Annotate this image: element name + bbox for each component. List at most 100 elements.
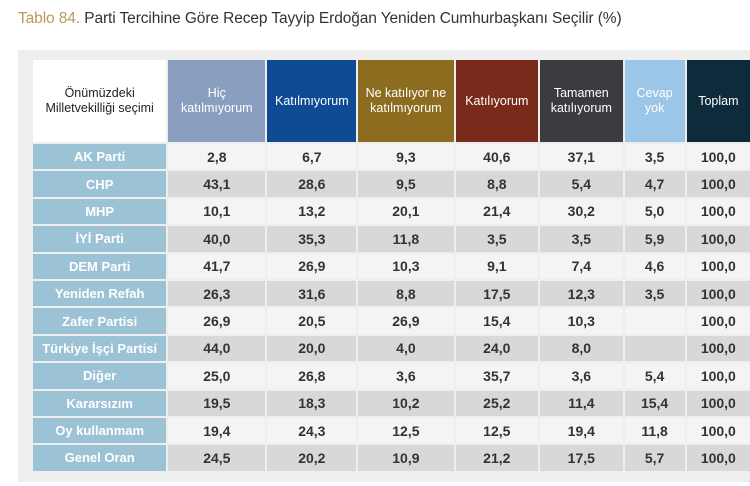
table-cell: 100,0 (686, 390, 750, 416)
table-cell: 7,4 (540, 253, 623, 279)
table-row: MHP 10,1 13,2 20,1 21,4 30,2 5,0 100,0 (33, 198, 750, 225)
table-row: CHP 43,1 28,6 9,5 8,8 5,4 4,7 100,0 (33, 171, 750, 197)
table-cell: 28,6 (267, 171, 357, 197)
table-cell: 9,5 (358, 171, 454, 197)
table-cell: 21,4 (455, 198, 539, 225)
table-cell: 26,8 (267, 363, 357, 389)
table-cell: 6,7 (267, 144, 357, 170)
table-cell: 12,5 (358, 417, 454, 444)
table-cell: 5,4 (540, 171, 623, 197)
table-cell: 12,3 (540, 280, 623, 307)
row-label: MHP (33, 198, 167, 225)
table-row: DEM Parti 41,7 26,9 10,3 9,1 7,4 4,6 100,0 (33, 253, 750, 279)
table-cell: 5,7 (624, 445, 685, 471)
table-cell: 12,5 (455, 417, 539, 444)
table-cell: 100,0 (686, 417, 750, 444)
table-cell: 4,0 (358, 335, 454, 362)
table-cell: 100,0 (686, 171, 750, 197)
table-body: AK Parti 2,8 6,7 9,3 40,6 37,1 3,5 100,0 CHP 43,1… (33, 144, 750, 471)
table-row: AK Parti 2,8 6,7 9,3 40,6 37,1 3,5 100,0 (33, 144, 750, 170)
row-label: Kararsızım (33, 390, 167, 416)
table-cell: 21,2 (455, 445, 539, 471)
table-cell: 25,0 (168, 363, 266, 389)
table-cell: 3,5 (624, 280, 685, 307)
row-label: Türkiye İşçi Partisi (33, 335, 167, 362)
column-header: Tamamen katılıyorum (540, 60, 623, 142)
table-cell: 35,7 (455, 363, 539, 389)
column-header: Katılmıyorum (267, 60, 357, 142)
header-row: Önümüzdeki Milletvekilliği seçimi Hiç ka… (33, 60, 750, 142)
table-row: Genel Oran 24,5 20,2 10,9 21,2 17,5 5,7 100,0 (33, 445, 750, 471)
table-cell: 24,3 (267, 417, 357, 444)
table-cell: 4,6 (624, 253, 685, 279)
table-cell: 100,0 (686, 253, 750, 279)
table-cell: 24,5 (168, 445, 266, 471)
table-cell: 15,4 (624, 390, 685, 416)
table-cell: 5,9 (624, 226, 685, 252)
table-cell: 19,5 (168, 390, 266, 416)
table-row: Türkiye İşçi Partisi 44,0 20,0 4,0 24,0 8,0 10… (33, 335, 750, 362)
table-title: Tablo 84. Parti Tercihine Göre Recep Tay… (18, 10, 622, 28)
table-cell: 35,3 (267, 226, 357, 252)
table-cell: 24,0 (455, 335, 539, 362)
table-cell: 100,0 (686, 335, 750, 362)
table-cell: 100,0 (686, 226, 750, 252)
table-cell: 43,1 (168, 171, 266, 197)
row-label: DEM Parti (33, 253, 167, 279)
table-cell: 5,4 (624, 363, 685, 389)
table-cell: 41,7 (168, 253, 266, 279)
table-cell: 30,2 (540, 198, 623, 225)
table-cell: 9,3 (358, 144, 454, 170)
row-label: İYİ Parti (33, 226, 167, 252)
table-cell: 17,5 (540, 445, 623, 471)
table-cell: 8,8 (455, 171, 539, 197)
table-caption: Parti Tercihine Göre Recep Tayyip Erdoğa… (80, 10, 622, 27)
table-cell: 100,0 (686, 308, 750, 334)
table-cell: 26,3 (168, 280, 266, 307)
table-cell: 5,0 (624, 198, 685, 225)
table-cell: 2,8 (168, 144, 266, 170)
table-cell: 44,0 (168, 335, 266, 362)
table-cell: 25,2 (455, 390, 539, 416)
table-cell: 8,0 (540, 335, 623, 362)
table-cell: 10,3 (358, 253, 454, 279)
table-cell: 20,1 (358, 198, 454, 225)
table-cell: 11,8 (358, 226, 454, 252)
column-header: Cevap yok (624, 60, 685, 142)
column-header: Katılıyorum (455, 60, 539, 142)
table-cell: 20,0 (267, 335, 357, 362)
table-cell: 40,0 (168, 226, 266, 252)
row-label: Oy kullanmam (33, 417, 167, 444)
table-cell: 13,2 (267, 198, 357, 225)
table-cell: 20,2 (267, 445, 357, 471)
corner-header: Önümüzdeki Milletvekilliği seçimi (33, 60, 167, 142)
table-row: Yeniden Refah 26,3 31,6 8,8 17,5 12,3 3,5 100,0 (33, 280, 750, 307)
table-cell: 31,6 (267, 280, 357, 307)
row-label: CHP (33, 171, 167, 197)
row-label: Diğer (33, 363, 167, 389)
table-cell: 20,5 (267, 308, 357, 334)
table-row: Kararsızım 19,5 18,3 10,2 25,2 11,4 15,4 100,0 (33, 390, 750, 416)
table-cell: 100,0 (686, 144, 750, 170)
row-label: Zafer Partisi (33, 308, 167, 334)
table-cell: 100,0 (686, 445, 750, 471)
table-cell: 4,7 (624, 171, 685, 197)
table-cell: 37,1 (540, 144, 623, 170)
table-cell (624, 335, 685, 362)
column-header: Toplam (686, 60, 750, 142)
table-cell: 11,8 (624, 417, 685, 444)
table-cell: 3,6 (358, 363, 454, 389)
table-cell: 10,1 (168, 198, 266, 225)
row-label: Yeniden Refah (33, 280, 167, 307)
column-header: Hiç katılmıyorum (168, 60, 266, 142)
table-cell (624, 308, 685, 334)
table-row: Oy kullanmam 19,4 24,3 12,5 12,5 19,4 11,8 100,… (33, 417, 750, 444)
table-cell: 3,5 (455, 226, 539, 252)
table-cell: 10,3 (540, 308, 623, 334)
table-cell: 19,4 (168, 417, 266, 444)
table-cell: 8,8 (358, 280, 454, 307)
table-cell: 15,4 (455, 308, 539, 334)
table-cell: 10,2 (358, 390, 454, 416)
table-cell: 100,0 (686, 363, 750, 389)
table-number: Tablo 84. (18, 10, 81, 27)
